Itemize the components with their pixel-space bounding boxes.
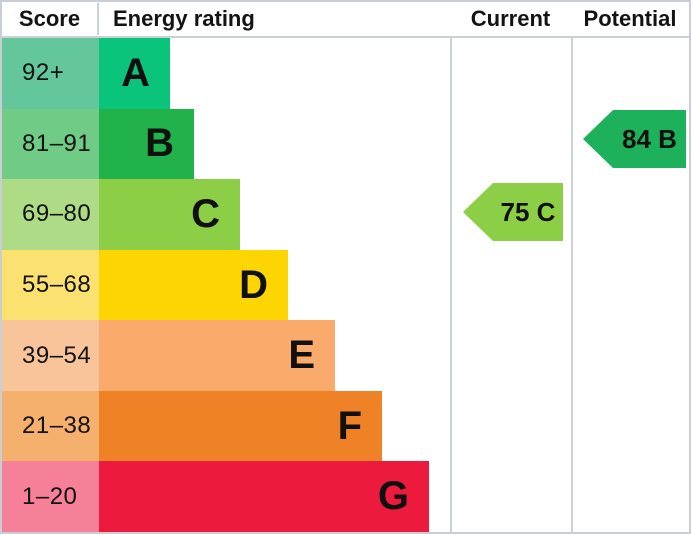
rating-bar-d: D: [99, 249, 288, 321]
score-range-c: 69–80: [2, 179, 99, 250]
potential-column-header: Potential: [583, 6, 677, 31]
rating-bar-a: A: [99, 38, 170, 109]
rating-bar-b: B: [99, 108, 194, 180]
score-range-g: 1–20: [2, 461, 99, 532]
score-range-f: 21–38: [2, 390, 99, 462]
current-column-header: Current: [470, 6, 551, 31]
score-range-b: 81–91: [2, 108, 99, 180]
rating-bar-g: G: [99, 461, 429, 532]
band-row-a: 92+ A: [2, 38, 689, 109]
rating-bar-e: E: [99, 320, 335, 391]
band-row-f: 21–38 F: [2, 390, 689, 462]
score-range-a: 92+: [2, 38, 99, 109]
band-row-g: 1–20 G: [2, 461, 689, 532]
score-range-d: 55–68: [2, 249, 99, 321]
potential-rating-arrow: 84 B: [583, 110, 686, 168]
energy-rating-column-header: Energy rating: [113, 6, 255, 31]
band-row-b: 81–91 B: [2, 108, 689, 180]
score-range-e: 39–54: [2, 320, 99, 391]
band-row-c: 69–80 C: [2, 179, 689, 250]
band-row-d: 55–68 D: [2, 249, 689, 321]
band-rows: 92+ A 81–91 B 69–80 C 55–68 D 39–54 E 21…: [2, 38, 689, 532]
band-row-e: 39–54 E: [2, 320, 689, 391]
header-row: Score Energy rating Current Potential: [2, 2, 689, 38]
potential-column-divider: [571, 2, 573, 532]
rating-bar-f: F: [99, 390, 382, 462]
rating-bar-c: C: [99, 179, 240, 250]
current-column-divider: [450, 2, 452, 532]
score-column-header: Score: [2, 3, 99, 35]
